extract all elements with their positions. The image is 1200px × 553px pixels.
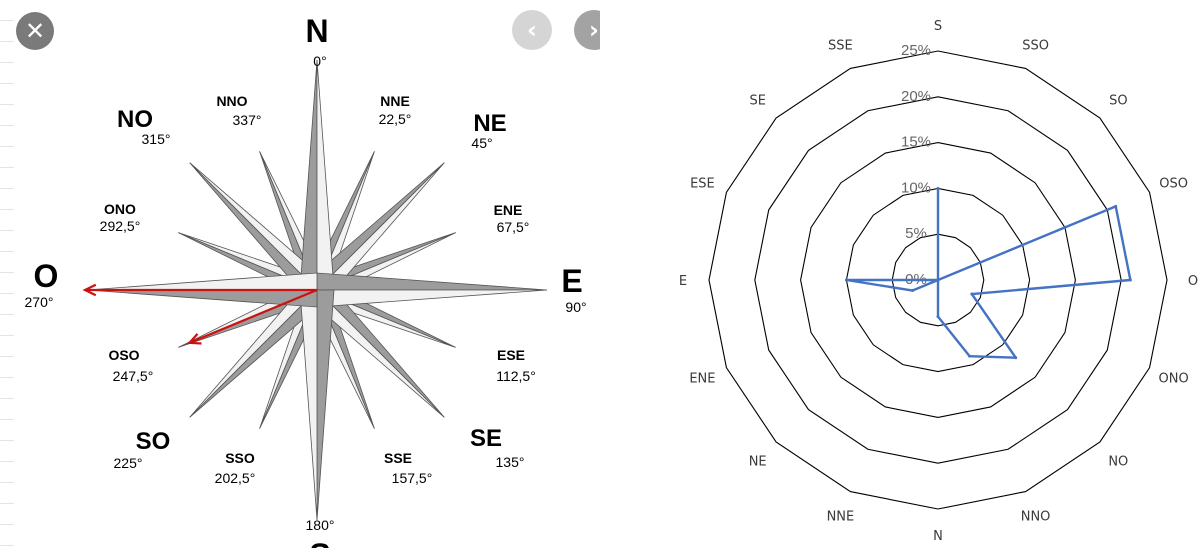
compass-label-sso: SSO: [225, 450, 255, 466]
compass-label-ese: ESE: [497, 347, 525, 363]
radar-chart-image: 0% 5% 10% 15% 20% 25% S SSO SO OSO O ONO NO NNO N NNE N…: [660, 0, 1200, 548]
radar-category-label: E: [679, 274, 687, 289]
compass-deg-ese: 112,5°: [496, 368, 536, 384]
radar-ring-1: [891, 233, 985, 327]
rose-point-dark: [299, 59, 318, 291]
radar-point: [970, 292, 974, 296]
radar-point: [1128, 278, 1132, 282]
radar-category-label: SO: [1109, 94, 1127, 109]
arrow-head-o: [82, 283, 97, 297]
radar-series-line-0: [845, 187, 1132, 359]
compass-deg-ono: 292,5°: [100, 218, 141, 234]
rose-points: [86, 59, 548, 521]
radar-category-label: O: [1188, 274, 1198, 289]
compass-label-ne: NE: [473, 110, 506, 137]
rose-point-light: [86, 272, 318, 291]
chevron-right-icon[interactable]: ›: [574, 10, 600, 50]
close-icon[interactable]: ✕: [16, 12, 54, 50]
compass-deg-nno: 337°: [233, 112, 262, 128]
compass-deg-e: 90°: [565, 299, 586, 315]
compass-deg-ene: 67,5°: [497, 219, 530, 235]
radar-ring-label: 15%: [901, 134, 931, 151]
compass-label-se: SE: [470, 425, 502, 452]
chevron-left-icon[interactable]: ‹: [512, 10, 552, 50]
radar-category-label: SSO: [1022, 38, 1049, 53]
radar-point: [936, 278, 940, 282]
radar-ring-labels: 0%5%10%15%20%25%: [901, 42, 931, 288]
compass-rose-image: N 0° NNE 22,5° NE 45° ENE 67,5° E 90° ES…: [0, 0, 600, 553]
compass-deg-sso: 202,5°: [215, 470, 256, 486]
radar-ring-label: 5%: [905, 225, 927, 242]
rose-point-light: [299, 289, 318, 521]
radar-category-label: SSE: [828, 38, 853, 53]
radar-category-label: NNO: [1021, 510, 1051, 525]
compass-label-nno: NNO: [216, 93, 247, 109]
radar-category-label: NE: [749, 454, 767, 469]
radar-category-label: ESE: [690, 176, 715, 191]
radar-category-label: NNE: [827, 510, 855, 525]
compass-label-sse: SSE: [384, 450, 412, 466]
arrow-head-oso: [187, 333, 202, 345]
compass-label-nne: NNE: [380, 93, 410, 109]
compass-deg-oso: 247,5°: [113, 368, 154, 384]
compass-deg-n: 0°: [313, 53, 326, 69]
rose-point-dark: [316, 272, 548, 291]
radar-ring-4: [754, 96, 1122, 464]
radar-point: [968, 354, 972, 358]
compass-deg-se: 135°: [496, 454, 525, 470]
radar-category-label: ENE: [689, 372, 715, 387]
radar-point: [1114, 204, 1118, 208]
rose-point-light: [316, 289, 548, 308]
compass-label-no: NO: [117, 106, 153, 133]
compass-deg-no: 315°: [142, 131, 171, 147]
radar-category-label: S: [934, 19, 942, 34]
compass-label-s: S: [309, 537, 330, 548]
compass-label-e: E: [561, 263, 582, 299]
compass-deg-s: 180°: [306, 517, 335, 533]
radar-category-label: ONO: [1158, 372, 1188, 387]
compass-label-ono: ONO: [104, 201, 136, 217]
radar-ring-label: 20%: [901, 88, 931, 105]
radar-ring-5: [708, 50, 1168, 510]
radar-chart: 0%5%10%15%20%25% SSSOSOOSOOONONONNONNNEN…: [679, 19, 1198, 544]
compass-label-o: O: [34, 258, 59, 294]
radar-ring-3: [800, 142, 1076, 418]
compass-label-oso: OSO: [108, 347, 139, 363]
compass-deg-ne: 45°: [471, 135, 492, 151]
radar-point: [936, 186, 940, 190]
radar-point: [1014, 356, 1018, 360]
compass-deg-sse: 157,5°: [392, 470, 433, 486]
radar-category-label: SE: [749, 94, 765, 109]
radar-ring-2: [845, 187, 1031, 373]
compass-rose: N 0° NNE 22,5° NE 45° ENE 67,5° E 90° ES…: [25, 13, 587, 553]
compass-deg-nne: 22,5°: [379, 111, 412, 127]
radar-category-labels: S SSO SO OSO O ONO NO NNO N NNE NE ENE E ESE SE SSE: [679, 19, 1198, 544]
compass-label-ene: ENE: [494, 202, 523, 218]
arrow-line-oso: [189, 288, 318, 344]
radar-point: [936, 315, 940, 319]
radar-category-label: OSO: [1159, 176, 1188, 191]
radar-category-label: N: [933, 529, 943, 544]
radar-series: [844, 186, 1132, 360]
rose-point-dark: [316, 289, 335, 521]
rose-point-light: [316, 59, 335, 291]
radar-point: [911, 289, 915, 293]
compass-label-n: N: [305, 13, 328, 49]
compass-deg-o: 270°: [25, 294, 54, 310]
compass-deg-so: 225°: [114, 455, 143, 471]
page-ruler: [0, 0, 14, 548]
radar-ring-label: 10%: [901, 179, 931, 196]
radar-category-label: NO: [1108, 454, 1128, 469]
radar-grid: [708, 50, 1168, 510]
compass-label-so: SO: [136, 428, 171, 455]
direction-arrows: [82, 283, 318, 345]
radar-point: [844, 278, 848, 282]
radar-ring-label: 25%: [901, 42, 931, 59]
